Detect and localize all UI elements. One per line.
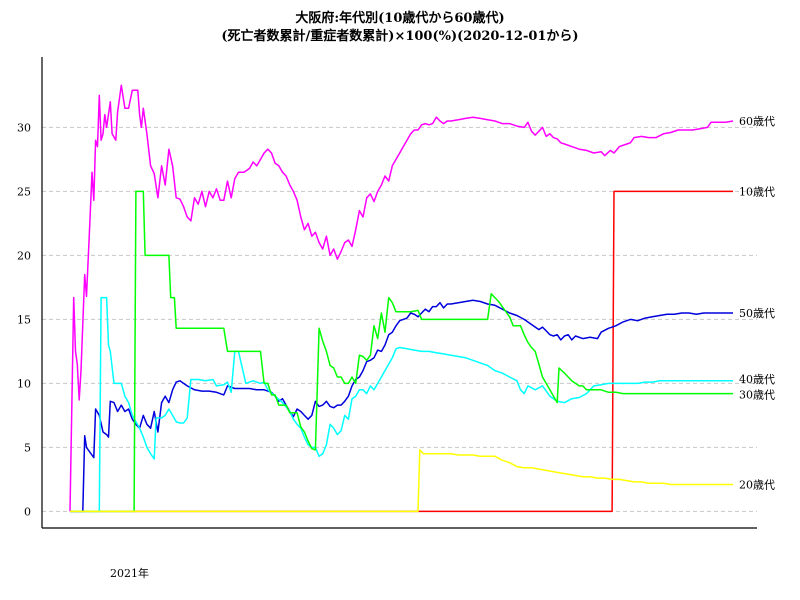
- series-line-6: [70, 449, 733, 513]
- series-lines: [69, 84, 734, 513]
- y-tick-label: 15: [17, 313, 31, 326]
- axes: [41, 57, 757, 529]
- y-tick-label: 0: [24, 505, 31, 518]
- grid-lines: [42, 126, 757, 512]
- series-label-3: 50歳代: [739, 307, 775, 320]
- series-line-5: [70, 190, 733, 513]
- series-label-4: 40歳代: [739, 373, 775, 386]
- series-line-1: [69, 84, 734, 512]
- series-label-1: 60歳代: [739, 115, 775, 128]
- series-line-4: [70, 296, 733, 513]
- y-tick-label: 10: [17, 377, 31, 390]
- y-tick-label: 5: [24, 441, 31, 454]
- y-tick-label: 30: [17, 121, 31, 134]
- series-label-2: 10歳代: [739, 185, 775, 198]
- y-tick-label: 20: [17, 249, 31, 262]
- y-tick-label: 25: [17, 185, 31, 198]
- series-line-2: [70, 190, 733, 513]
- chart-title-line-1: 大阪府:年代別(10歳代から60歳代): [295, 11, 505, 26]
- series-line-3: [70, 299, 733, 513]
- chart-title: 大阪府:年代別(10歳代から60歳代) (死亡者数累計/重症者数累計)×100(…: [0, 10, 800, 46]
- series-labels: 60歳代 10歳代 50歳代 40歳代 30歳代 20歳代: [739, 115, 775, 491]
- series-label-5: 30歳代: [739, 389, 775, 402]
- chart-title-line-2: (死亡者数累計/重症者数累計)×100(%)(2020-12-01から): [221, 29, 579, 44]
- series-label-6: 20歳代: [739, 478, 775, 491]
- y-tick-labels: 0 5 10 15 20 25 30: [17, 121, 31, 518]
- x-axis-year-label: 2021年: [110, 567, 149, 580]
